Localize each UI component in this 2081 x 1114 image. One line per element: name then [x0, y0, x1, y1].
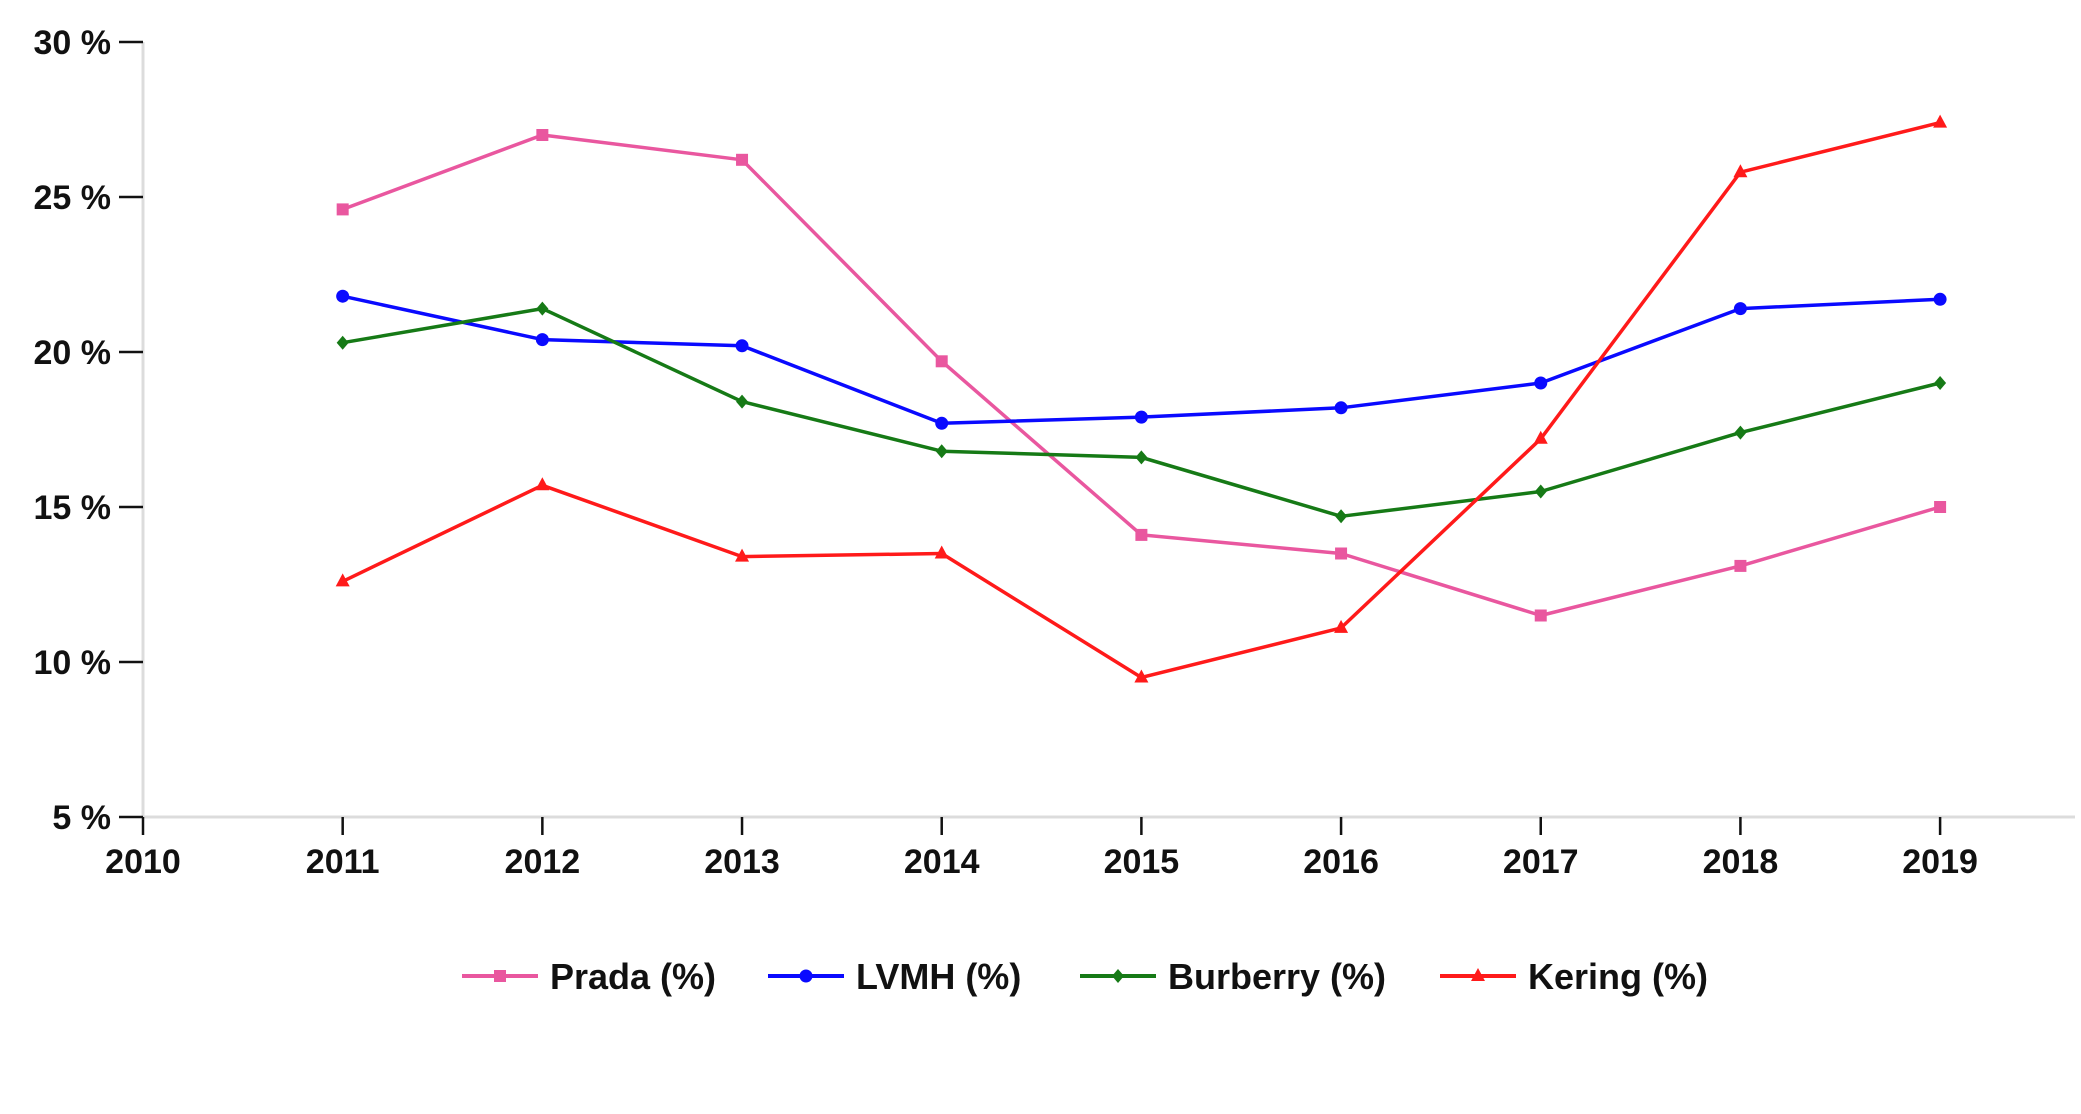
data-point-lvmh [336, 289, 350, 303]
data-point-burberry [736, 394, 749, 409]
legend-item-burberry: Burberry (%) [1080, 956, 1386, 997]
data-point-burberry [1335, 509, 1348, 524]
series-lvmh [336, 289, 1947, 430]
legend-swatch-marker [799, 969, 813, 983]
x-tick-label: 2016 [1303, 843, 1379, 881]
legend: Prada (%) LVMH (%) Burberry (%) Kering (%) [462, 956, 1708, 997]
data-point-kering [1933, 114, 1948, 128]
x-tick-label: 2012 [505, 843, 581, 881]
legend-swatch-marker [1471, 968, 1485, 981]
series-line-lvmh [342, 294, 1941, 426]
legend-item-lvmh: LVMH (%) [768, 956, 1021, 997]
data-point-lvmh [1334, 401, 1348, 415]
series-layer [335, 114, 1948, 683]
data-point-lvmh [535, 333, 549, 347]
data-point-prada [1934, 501, 1947, 513]
data-point-lvmh [1134, 410, 1148, 424]
y-tick-label: 30 % [34, 24, 112, 62]
data-point-kering [535, 477, 550, 491]
data-point-burberry [1534, 484, 1547, 499]
series-line-kering [341, 120, 1941, 680]
x-tick-label: 2015 [1104, 843, 1180, 881]
data-point-prada [935, 355, 948, 368]
data-point-kering [1334, 619, 1349, 633]
data-point-kering [335, 573, 350, 587]
y-tick-label: 15 % [34, 489, 112, 527]
legend-label: Prada (%) [550, 956, 716, 997]
y-tick-label: 5 % [52, 799, 111, 837]
data-point-burberry [935, 444, 948, 459]
data-point-prada [336, 203, 349, 216]
data-point-kering [1533, 430, 1548, 444]
data-point-prada [536, 129, 549, 141]
series-kering [335, 114, 1948, 683]
x-tick-label: 2014 [904, 843, 980, 881]
data-point-burberry [1135, 450, 1148, 465]
legend-swatch-marker [1112, 969, 1124, 983]
legend-label: LVMH (%) [856, 956, 1021, 997]
data-point-burberry [1734, 425, 1747, 440]
data-point-lvmh [1534, 376, 1548, 390]
series-line-prada [342, 133, 1941, 618]
series-burberry [336, 301, 1947, 524]
series-prada [336, 129, 1947, 622]
data-point-kering [934, 545, 949, 559]
data-point-kering [1134, 669, 1149, 683]
data-point-lvmh [1933, 292, 1947, 306]
data-point-prada [736, 153, 749, 166]
data-point-kering [1733, 164, 1748, 178]
data-point-burberry [1934, 376, 1947, 390]
x-tick-label: 2013 [704, 843, 780, 881]
legend-item-prada: Prada (%) [462, 956, 716, 997]
x-tick-label: 2011 [306, 843, 380, 881]
data-point-prada [1734, 559, 1747, 572]
data-point-lvmh [735, 339, 749, 353]
data-point-prada [1135, 528, 1148, 541]
x-tick-label: 2010 [105, 843, 181, 881]
x-tick-label: 2017 [1503, 843, 1579, 881]
data-point-kering [735, 548, 750, 562]
x-tick-label: 2018 [1703, 843, 1779, 881]
legend-label: Burberry (%) [1168, 956, 1386, 997]
y-tick-label: 10 % [34, 644, 112, 682]
data-point-prada [1335, 547, 1348, 560]
data-point-lvmh [935, 416, 949, 430]
legend-swatch-marker [494, 970, 506, 982]
x-tick-label: 2019 [1902, 843, 1978, 881]
y-tick-label: 20 % [34, 334, 112, 372]
y-tick-label: 25 % [34, 179, 112, 217]
data-point-burberry [336, 335, 349, 350]
legend-item-kering: Kering (%) [1440, 956, 1708, 997]
data-point-lvmh [1733, 302, 1747, 316]
data-point-burberry [536, 301, 549, 316]
axes: 5 % 10 % 15 % 20 % 25 % 30 % 2010 2011 2012 2013 2… [34, 24, 2075, 881]
legend-label: Kering (%) [1528, 956, 1708, 997]
data-point-prada [1534, 609, 1547, 622]
